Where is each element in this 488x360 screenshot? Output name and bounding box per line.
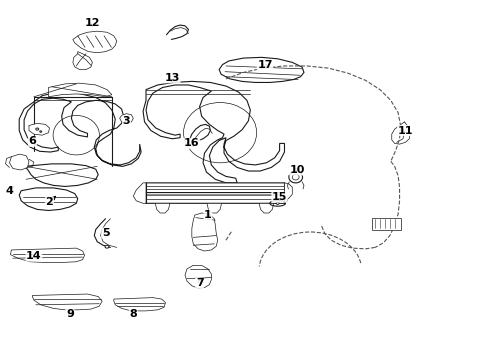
Circle shape bbox=[36, 128, 39, 130]
Polygon shape bbox=[19, 188, 78, 211]
Polygon shape bbox=[184, 265, 211, 288]
Polygon shape bbox=[29, 123, 49, 135]
Text: 6: 6 bbox=[28, 136, 36, 146]
Text: 3: 3 bbox=[122, 116, 130, 126]
Text: 4: 4 bbox=[5, 186, 13, 196]
Polygon shape bbox=[133, 183, 146, 203]
Text: 12: 12 bbox=[84, 18, 100, 28]
Text: 2: 2 bbox=[45, 197, 53, 207]
Polygon shape bbox=[9, 154, 29, 170]
Polygon shape bbox=[73, 31, 117, 53]
Polygon shape bbox=[114, 298, 165, 311]
Text: 10: 10 bbox=[289, 165, 304, 175]
Polygon shape bbox=[191, 213, 217, 251]
Polygon shape bbox=[73, 51, 92, 69]
Circle shape bbox=[125, 118, 127, 119]
Polygon shape bbox=[48, 83, 112, 97]
Text: 13: 13 bbox=[164, 73, 180, 83]
Polygon shape bbox=[206, 203, 221, 213]
Text: 16: 16 bbox=[183, 139, 199, 148]
Polygon shape bbox=[120, 114, 133, 123]
Text: 14: 14 bbox=[26, 251, 41, 261]
Polygon shape bbox=[143, 81, 284, 183]
Polygon shape bbox=[259, 203, 273, 213]
Polygon shape bbox=[19, 92, 141, 166]
Polygon shape bbox=[371, 218, 400, 230]
Circle shape bbox=[105, 245, 109, 248]
Text: 15: 15 bbox=[271, 192, 287, 202]
Polygon shape bbox=[284, 183, 292, 200]
Polygon shape bbox=[10, 248, 84, 262]
Circle shape bbox=[276, 202, 279, 204]
Text: 8: 8 bbox=[129, 310, 137, 319]
Polygon shape bbox=[24, 164, 98, 186]
Circle shape bbox=[40, 131, 41, 132]
Text: 11: 11 bbox=[397, 126, 412, 135]
Text: 9: 9 bbox=[66, 310, 74, 319]
Text: 17: 17 bbox=[257, 59, 272, 69]
Polygon shape bbox=[32, 294, 102, 310]
Polygon shape bbox=[219, 57, 304, 82]
Polygon shape bbox=[143, 195, 287, 203]
Polygon shape bbox=[155, 203, 169, 213]
Text: 1: 1 bbox=[203, 210, 211, 220]
Text: 7: 7 bbox=[195, 278, 203, 288]
Text: 5: 5 bbox=[102, 228, 109, 238]
Polygon shape bbox=[143, 183, 287, 193]
